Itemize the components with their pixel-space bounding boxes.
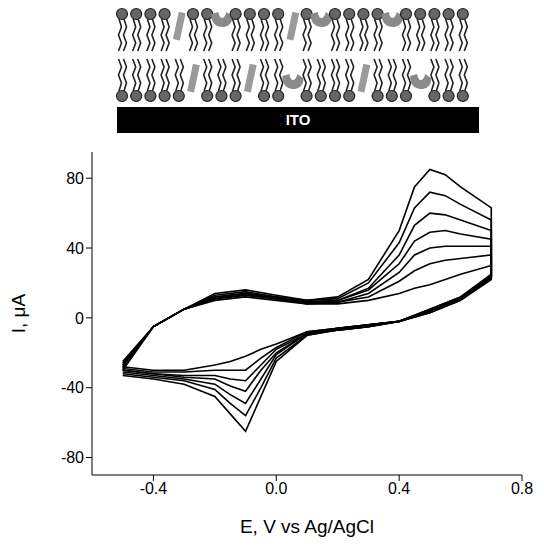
- svg-text:40: 40: [66, 240, 84, 257]
- svg-text:0: 0: [75, 310, 84, 327]
- svg-text:-80: -80: [61, 449, 84, 466]
- svg-text:0.4: 0.4: [388, 480, 410, 497]
- svg-text:-0.4: -0.4: [140, 480, 168, 497]
- svg-text:-40: -40: [61, 379, 84, 396]
- svg-text:ITO: ITO: [286, 111, 311, 128]
- svg-text:I, μA: I, μA: [8, 293, 29, 333]
- svg-text:0.8: 0.8: [511, 480, 533, 497]
- svg-text:80: 80: [66, 170, 84, 187]
- svg-text:E, V vs Ag/AgCl: E, V vs Ag/AgCl: [240, 516, 374, 537]
- svg-text:0.0: 0.0: [265, 480, 287, 497]
